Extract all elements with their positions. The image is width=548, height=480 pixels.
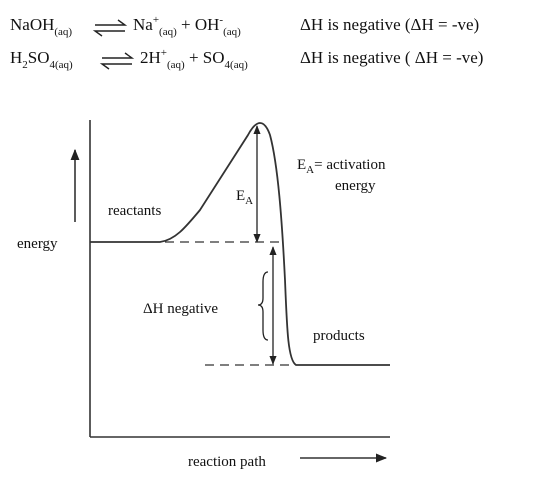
- measures: [253, 125, 277, 365]
- eq-arrow: [95, 19, 128, 26]
- equation-right: Na+(aq) + OH-(aq): [133, 14, 241, 38]
- reaction-path-label: reaction path: [188, 454, 266, 470]
- equation-part: (aq): [54, 26, 72, 38]
- axes: [70, 120, 390, 463]
- equation-right: 2H+(aq) + SO4(aq): [140, 47, 248, 71]
- equation-part: H: [10, 48, 22, 67]
- eq-arrow: [99, 63, 132, 70]
- equation-part: (aq): [223, 26, 241, 38]
- dashed-levels: [165, 241, 290, 366]
- equation-part: 2H: [140, 48, 161, 67]
- equation-part: + SO: [185, 48, 225, 67]
- equation-part: (aq): [167, 59, 185, 71]
- equation-part: SO: [28, 48, 50, 67]
- labels: energy reaction path reactants products …: [17, 157, 386, 470]
- equations: NaOH(aq) Na+(aq) + OH-(aq) ΔH is negative …: [10, 14, 483, 71]
- delta-h-label: ΔH negative: [143, 301, 218, 317]
- eq-arrow: [92, 30, 125, 37]
- ea-subscript: A: [306, 164, 314, 176]
- equation-part: 4(aq): [50, 59, 74, 71]
- ea-symbol: E: [236, 188, 245, 204]
- equation-note: ΔH is negative ( ΔH = -ve): [300, 48, 483, 67]
- reactants-label: reactants: [108, 203, 161, 219]
- ea-definition: EA= activation: [297, 157, 386, 176]
- equation-part: +: [161, 47, 167, 59]
- equation-part: Na: [133, 15, 153, 34]
- equation-left: H2SO4(aq): [10, 48, 73, 71]
- brace: [257, 271, 269, 341]
- equilibrium-arrows: [92, 19, 135, 70]
- equation-part: -: [219, 14, 223, 26]
- ea-text: = activation: [314, 157, 386, 173]
- equation-part: + OH: [177, 15, 220, 34]
- ea-subscript: A: [245, 195, 253, 207]
- energy-curve: [90, 122, 390, 366]
- equation-part: 4(aq): [225, 59, 249, 71]
- energy-label: energy: [17, 236, 58, 252]
- equation-note: ΔH is negative (ΔH = -ve): [300, 15, 479, 34]
- equation-part: 2: [22, 59, 28, 71]
- eq-arrow: [102, 52, 135, 59]
- ea-symbol: E: [297, 157, 306, 173]
- ea-text: energy: [335, 178, 376, 194]
- equation-part: +: [153, 14, 159, 26]
- products-label: products: [313, 328, 365, 344]
- equation-part: NaOH: [10, 15, 54, 34]
- equation-left: NaOH(aq): [10, 15, 72, 38]
- ea-marker: EA: [236, 188, 253, 207]
- equation-part: (aq): [159, 26, 177, 38]
